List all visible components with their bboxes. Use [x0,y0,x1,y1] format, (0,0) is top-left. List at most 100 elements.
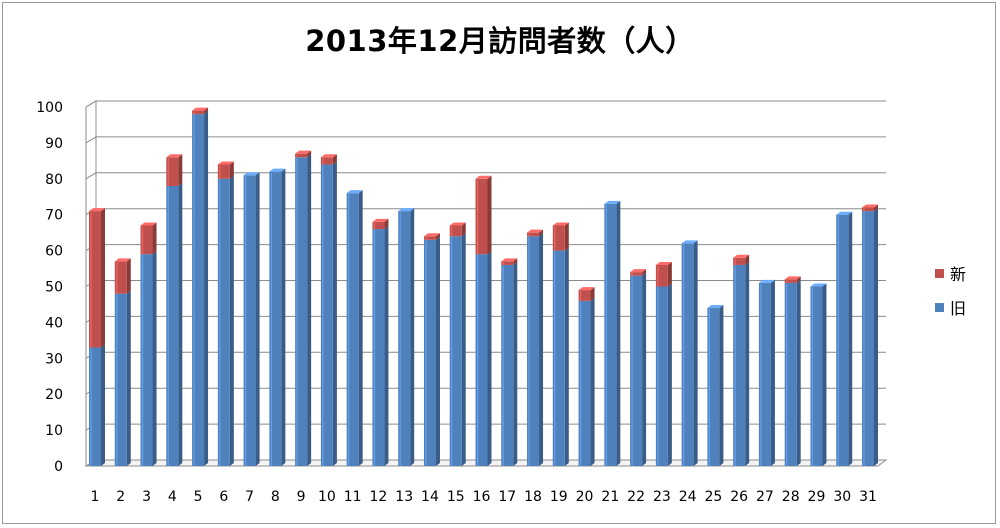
bar-new-17 [501,258,518,265]
bar-old-21 [604,200,621,466]
bar-new-26 [733,254,750,265]
y-tick-label: 0 [54,459,63,475]
x-tick-label: 24 [679,489,697,505]
bar-old-24 [681,240,698,466]
bar-old-1 [89,344,105,466]
bar-new-5 [192,107,209,115]
x-tick-label: 7 [245,489,254,505]
x-tick-label: 13 [395,489,413,505]
x-tick-label: 18 [524,489,542,505]
x-tick-label: 30 [833,489,851,505]
bar-new-9 [295,150,312,158]
x-tick-label: 25 [704,489,722,505]
bar-new-10 [320,154,337,165]
bar-old-26 [733,261,750,466]
y-tick-label: 90 [45,136,63,152]
x-tick-label: 29 [808,489,826,505]
y-tick-labels: 0 10 20 30 40 50 60 70 80 90 100 [36,100,63,475]
x-tick-label: 4 [168,489,177,505]
y-tick-label: 50 [45,280,63,296]
x-tick-label: 27 [756,489,774,505]
x-tick-label: 14 [421,489,439,505]
legend-item-new: 新 [935,262,995,284]
x-tick-label: 22 [627,489,645,505]
legend-swatch-new [935,268,944,278]
bar-new-4 [166,154,183,186]
y-tick-label: 20 [45,387,63,403]
bar-new-28 [784,276,801,283]
x-tick-label: 2 [116,489,125,505]
x-tick-label: 10 [318,489,336,505]
x-tick-label: 20 [576,489,594,505]
gridline [85,100,886,108]
x-tick-label: 15 [447,489,465,505]
x-tick-label: 31 [859,489,877,505]
bar-old-9 [295,154,312,466]
y-tick-label: 60 [45,244,63,260]
bar-old-31 [862,208,878,467]
x-tick-label: 21 [601,489,619,505]
bar-old-2 [114,290,131,466]
y-tick-label: 70 [45,208,63,224]
x-tick-label: 6 [219,489,228,505]
y-tick-label: 10 [45,423,63,439]
legend-label-new: 新 [950,265,967,284]
x-tick-labels: 1 2 3 4 5 6 7 8 9 10 11 12 13 14 15 16 17 18 19 20 21 22 23 24 2… [91,489,877,505]
bar-new-22 [630,269,647,276]
x-tick-label: 26 [730,489,748,505]
bar-old-19 [552,247,569,466]
x-tick-label: 5 [194,489,203,505]
bar-new-15 [449,222,466,237]
x-tick-label: 1 [91,489,100,505]
bar-old-25 [707,305,724,466]
y-tick-label: 80 [45,172,63,188]
bar-old-3 [140,251,157,466]
bars [89,107,878,467]
bar-old-13 [398,208,415,467]
bar-old-30 [836,211,853,466]
bar-new-3 [140,222,157,255]
bar-new-23 [655,261,672,287]
y-tick-label: 100 [36,100,63,116]
legend: 新 旧 [935,262,995,330]
x-tick-label: 8 [271,489,280,505]
x-tick-label: 3 [142,489,151,505]
bar-old-5 [192,111,209,467]
x-tick-label: 12 [370,489,388,505]
bar-new-31 [862,204,878,212]
legend-label-old: 旧 [950,299,967,318]
bar-old-8 [269,168,286,466]
x-tick-label: 19 [550,489,568,505]
bar-old-20 [578,297,595,466]
bar-new-19 [552,222,569,251]
bar-old-23 [655,283,672,466]
bar-new-1 [89,208,105,348]
legend-item-old: 旧 [935,296,995,318]
bar-old-11 [346,190,363,466]
x-tick-label: 28 [782,489,800,505]
bar-old-29 [810,283,827,466]
bar-old-22 [630,272,647,466]
bar-new-6 [217,161,234,179]
y-tick-label: 30 [45,351,63,367]
x-tick-label: 11 [344,489,362,505]
bar-old-12 [372,226,389,466]
bar-old-16 [475,251,492,466]
bar-old-17 [501,261,518,466]
x-tick-label: 17 [498,489,516,505]
bar-old-18 [527,233,544,466]
bar-old-27 [758,279,775,466]
bar-old-14 [423,236,440,466]
bar-new-14 [423,233,440,240]
y-tick-label: 40 [45,315,63,331]
x-tick-label: 23 [653,489,671,505]
x-tick-label: 16 [473,489,491,505]
legend-swatch-old [935,302,944,312]
x-tick-label: 9 [297,489,306,505]
bar-new-12 [372,218,389,230]
bar-new-2 [114,258,131,294]
bar-old-4 [166,182,183,467]
bar-new-18 [527,229,544,237]
bar-old-10 [320,161,337,466]
